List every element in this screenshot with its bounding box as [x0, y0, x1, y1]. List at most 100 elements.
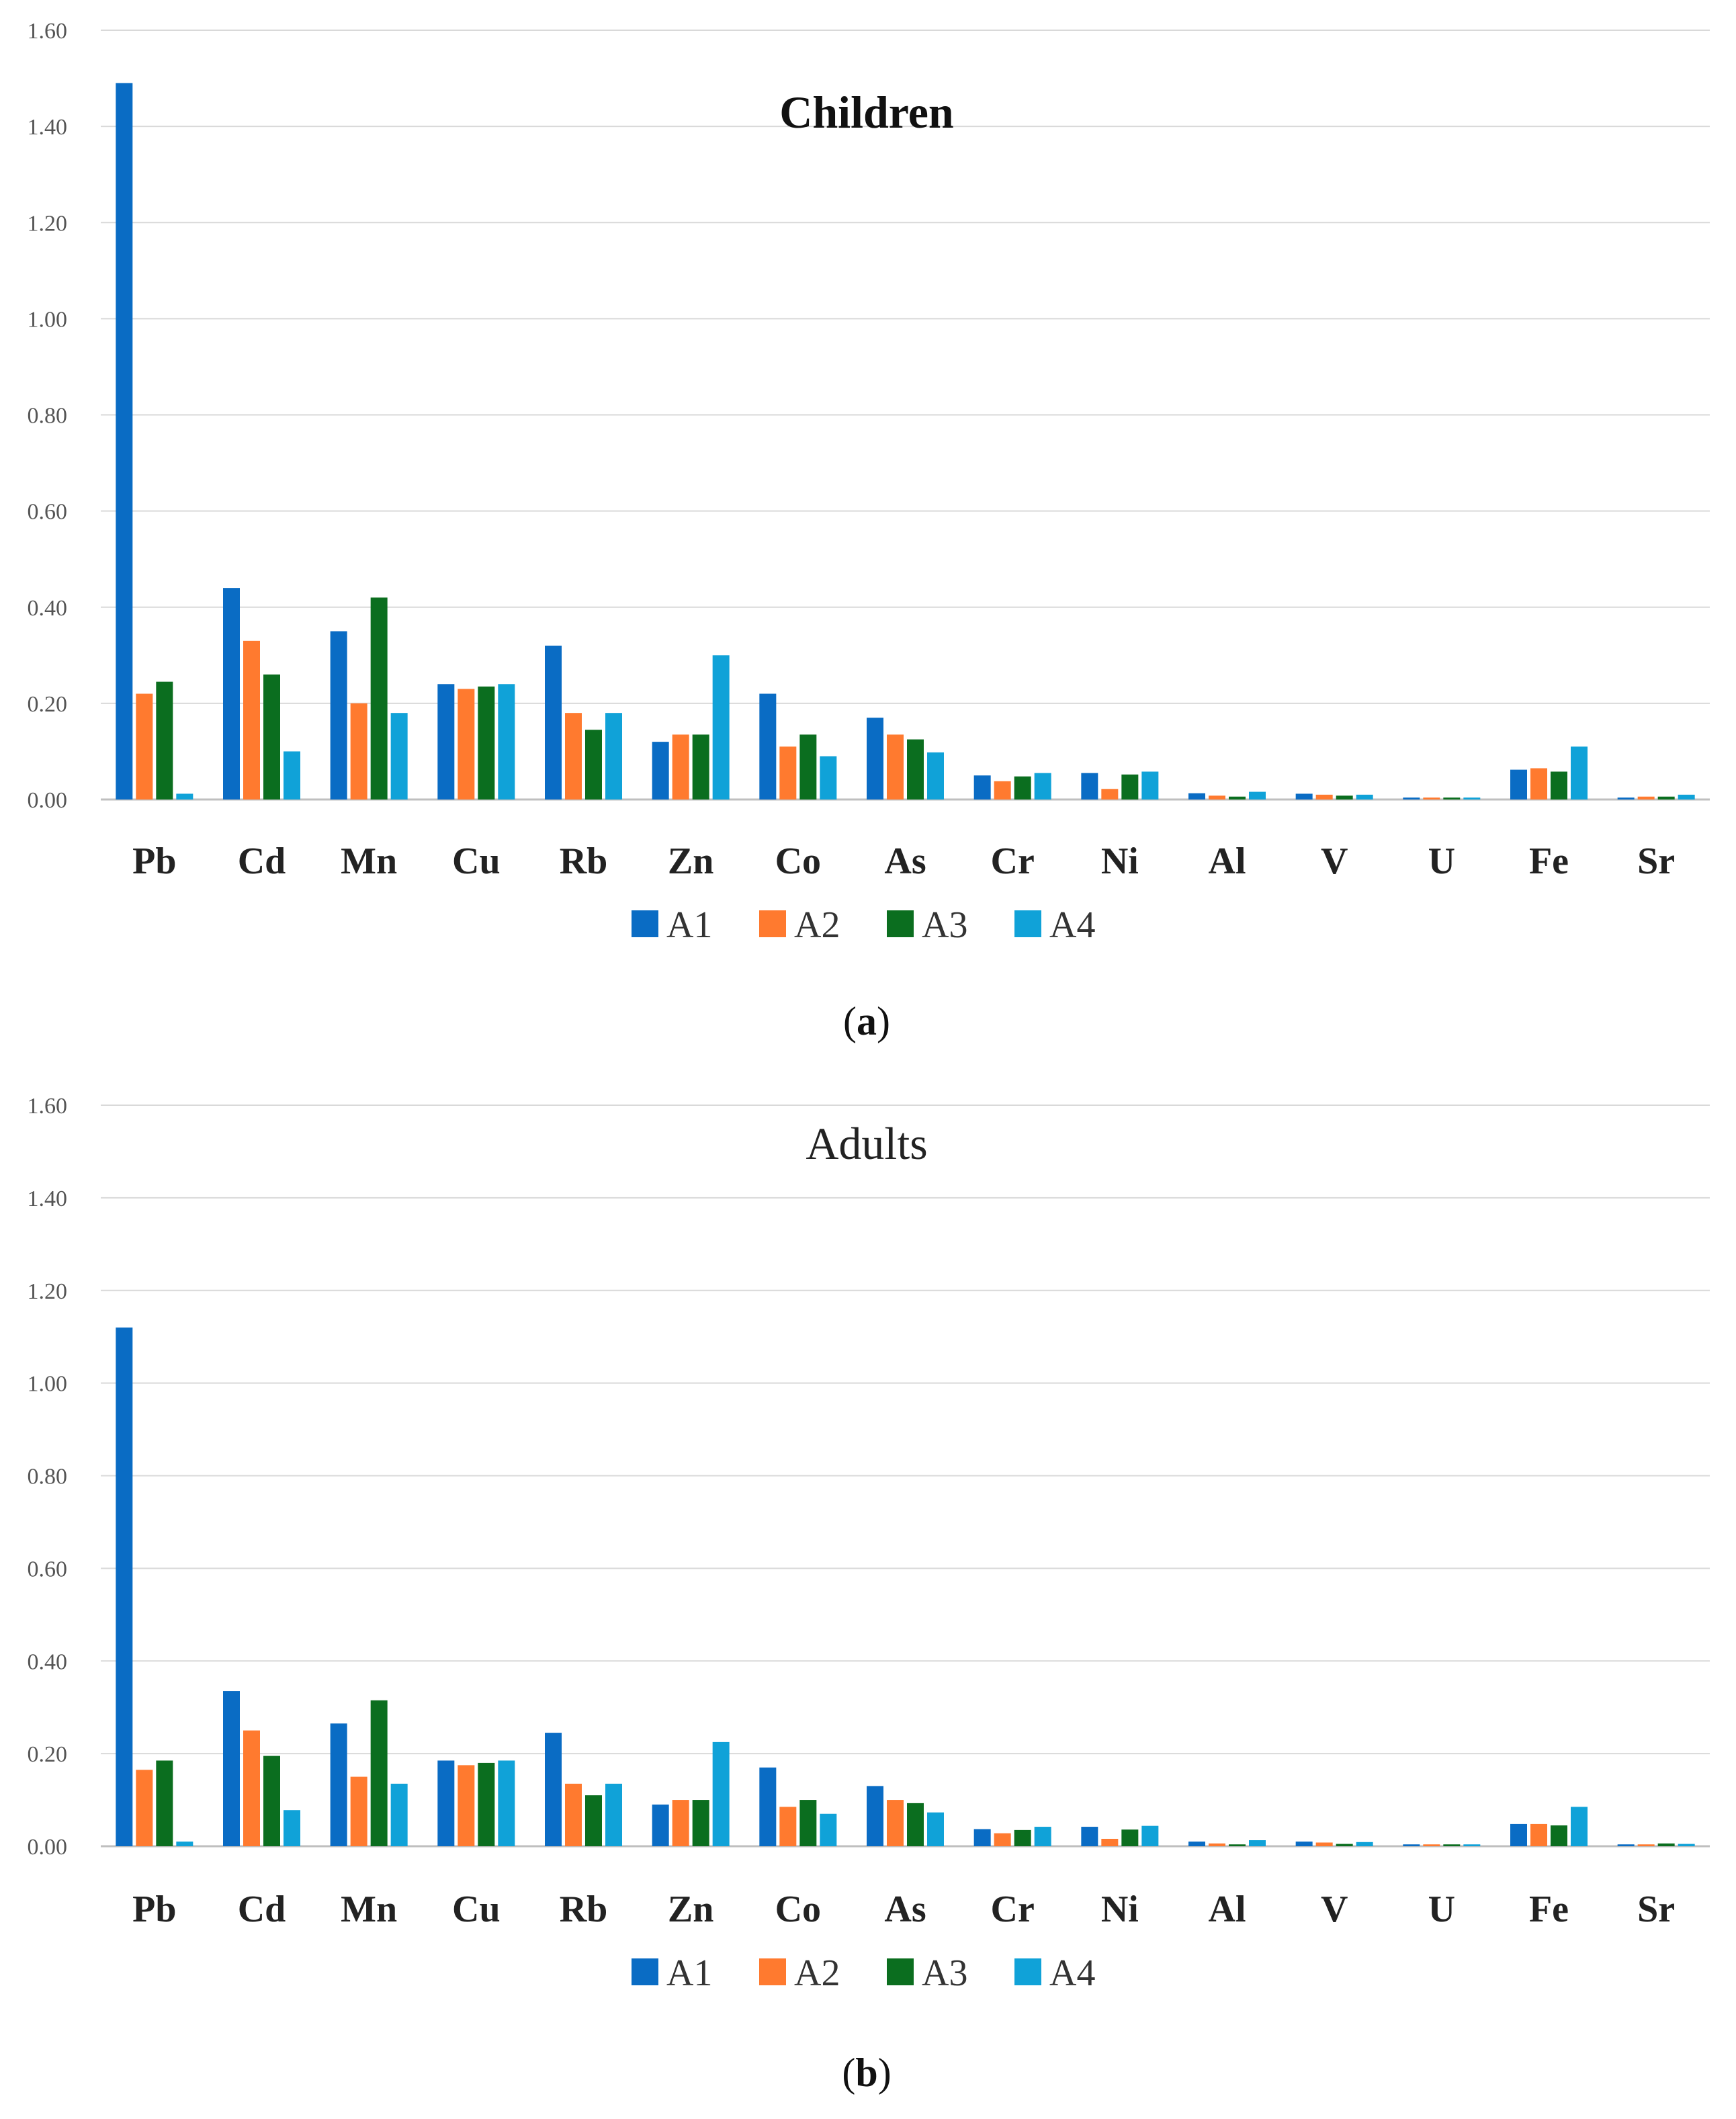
- x-category-label: Fe: [1529, 1889, 1569, 1930]
- bar-ni-a3: [1121, 1829, 1139, 1846]
- x-category-label: Cu: [452, 840, 501, 882]
- bar-cd-a3: [263, 1756, 280, 1846]
- bar-cr-a3: [1014, 776, 1031, 799]
- x-category-label: Rb: [560, 840, 608, 882]
- x-category-label: Al: [1209, 1889, 1246, 1930]
- x-category-label: Pb: [132, 1889, 176, 1930]
- bar-zn-a4: [712, 655, 730, 799]
- bar-v-a2: [1315, 1842, 1333, 1846]
- x-category-label: Ni: [1101, 840, 1139, 882]
- bar-pb-a1: [116, 83, 133, 799]
- bar-cu-a4: [498, 1760, 515, 1846]
- x-category-label: Co: [775, 1889, 821, 1930]
- bar-rb-a3: [585, 730, 602, 799]
- bar-mn-a3: [370, 597, 388, 799]
- bar-zn-a1: [652, 1804, 669, 1846]
- bar-mn-a1: [330, 1723, 347, 1846]
- legend-label-a1: A1: [666, 1952, 712, 1994]
- legend-swatch-a1: [632, 1958, 658, 1985]
- bar-co-a2: [779, 746, 797, 799]
- bar-al-a4: [1249, 791, 1266, 799]
- bar-pb-a4: [176, 1842, 193, 1846]
- bar-v-a3: [1336, 795, 1353, 799]
- legend-label-a3: A3: [922, 1952, 967, 1994]
- bar-rb-a1: [545, 646, 562, 799]
- bar-sr-a4: [1678, 1844, 1695, 1846]
- bar-cu-a4: [498, 684, 515, 799]
- bar-u-a1: [1403, 1844, 1420, 1846]
- caption-close: ): [877, 999, 890, 1043]
- bar-cr-a2: [994, 1833, 1011, 1846]
- x-category-label: V: [1321, 1889, 1348, 1930]
- bar-co-a1: [759, 1767, 777, 1846]
- x-category-label: Sr: [1637, 840, 1675, 882]
- bar-pb-a3: [156, 1760, 173, 1846]
- bar-co-a3: [799, 1800, 817, 1846]
- legend-swatch-a4: [1014, 1958, 1041, 1985]
- bar-cr-a1: [973, 1829, 991, 1846]
- y-tick-label: 0.60: [28, 1557, 68, 1582]
- bar-as-a4: [927, 1812, 944, 1846]
- bar-cd-a2: [243, 640, 260, 799]
- bar-fe-a3: [1551, 1825, 1567, 1846]
- y-tick-label: 0.00: [28, 1835, 68, 1860]
- y-tick-label: 1.40: [28, 1186, 68, 1211]
- bar-pb-a2: [136, 693, 153, 799]
- bar-al-a4: [1249, 1840, 1266, 1846]
- chart-panel-b: 0.00 0.20 0.40 0.60 0.80 1.00 1.20 1.40 1.60 Adul…: [28, 1094, 1710, 2095]
- bar-mn-a2: [350, 703, 367, 799]
- bar-cd-a1: [223, 588, 240, 799]
- bar-u-a3: [1443, 797, 1461, 799]
- bar-co-a1: [759, 693, 777, 799]
- bar-as-a4: [927, 752, 944, 799]
- bar-fe-a2: [1530, 768, 1547, 799]
- bar-v-a4: [1356, 794, 1373, 799]
- x-category-label: Cr: [991, 1889, 1035, 1930]
- bar-zn-a1: [652, 742, 669, 799]
- bar-ni-a1: [1081, 1827, 1098, 1846]
- bar-rb-a2: [565, 1783, 582, 1846]
- bar-mn-a4: [390, 1783, 408, 1846]
- x-category-label: V: [1321, 840, 1348, 882]
- bar-cd-a1: [223, 1691, 240, 1846]
- bar-u-a2: [1423, 1844, 1440, 1846]
- legend-swatch-a3: [887, 1958, 914, 1985]
- y-tick-label: 0.20: [28, 692, 68, 717]
- y-tick-label: 1.00: [28, 307, 68, 332]
- x-category-label: Pb: [132, 840, 176, 882]
- bar-ni-a3: [1121, 774, 1139, 799]
- y-tick-label: 0.20: [28, 1742, 68, 1767]
- bar-sr-a4: [1678, 794, 1695, 799]
- y-tick-label: 1.40: [28, 115, 68, 140]
- bar-cr-a4: [1034, 773, 1051, 799]
- bar-rb-a3: [585, 1795, 602, 1846]
- x-category-label: Cr: [991, 840, 1035, 882]
- legend-swatch-a3: [887, 910, 914, 937]
- y-tick-label: 1.20: [28, 211, 68, 236]
- x-category-label: Zn: [668, 840, 714, 882]
- bar-ni-a4: [1141, 1825, 1159, 1846]
- bar-fe-a4: [1571, 1807, 1588, 1846]
- bar-sr-a2: [1637, 796, 1655, 799]
- bar-cu-a1: [437, 684, 455, 799]
- x-category-label: Mn: [341, 840, 397, 882]
- caption-letter: a: [857, 999, 877, 1043]
- caption-close: ): [878, 2050, 892, 2095]
- bar-sr-a1: [1617, 1844, 1635, 1846]
- bar-rb-a2: [565, 713, 582, 799]
- y-tick-label: 1.60: [28, 1094, 68, 1119]
- bar-cu-a2: [458, 1765, 475, 1846]
- x-category-label: Zn: [668, 1889, 714, 1930]
- bar-zn-a2: [672, 1800, 689, 1846]
- legend-label-a4: A4: [1049, 904, 1095, 946]
- bar-mn-a1: [330, 631, 347, 799]
- bar-u-a3: [1443, 1844, 1461, 1846]
- bar-mn-a3: [370, 1700, 388, 1846]
- x-category-label: As: [884, 840, 926, 882]
- legend-label-a2: A2: [794, 904, 840, 946]
- chart-panel-a: 0.00 0.20 0.40 0.60 0.80 1.00 1.20 1.40 1.60 Chil…: [28, 19, 1710, 1043]
- legend-label-a2: A2: [794, 1952, 840, 1994]
- bar-cr-a1: [973, 775, 991, 799]
- bar-as-a2: [887, 1800, 904, 1846]
- bar-co-a4: [820, 756, 837, 799]
